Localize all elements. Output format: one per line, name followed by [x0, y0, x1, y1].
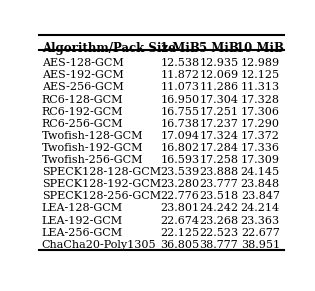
- Text: 16.755: 16.755: [160, 107, 199, 117]
- Text: 23.539: 23.539: [160, 167, 199, 177]
- Text: AES-128-GCM: AES-128-GCM: [42, 58, 123, 68]
- Text: 17.284: 17.284: [199, 143, 238, 153]
- Text: 16.593: 16.593: [160, 155, 199, 165]
- Text: 5 MiB: 5 MiB: [199, 42, 239, 55]
- Text: 12.069: 12.069: [199, 70, 238, 80]
- Text: 38.777: 38.777: [199, 240, 238, 250]
- Text: 23.268: 23.268: [199, 216, 238, 226]
- Text: 11.286: 11.286: [199, 82, 238, 93]
- Text: 12.125: 12.125: [241, 70, 280, 80]
- Text: 23.518: 23.518: [199, 191, 238, 201]
- Text: RC6-256-GCM: RC6-256-GCM: [42, 119, 123, 129]
- Text: 22.674: 22.674: [160, 216, 199, 226]
- Text: 23.888: 23.888: [199, 167, 238, 177]
- Text: 23.280: 23.280: [160, 179, 199, 189]
- Text: Algorithm/Pack Size: Algorithm/Pack Size: [42, 42, 175, 55]
- Text: 17.306: 17.306: [241, 107, 280, 117]
- Text: SPECK128-128-GCM: SPECK128-128-GCM: [42, 167, 161, 177]
- Text: 1 MiB: 1 MiB: [160, 42, 200, 55]
- Text: 10 MiB: 10 MiB: [236, 42, 284, 55]
- Text: 17.237: 17.237: [199, 119, 238, 129]
- Text: 11.073: 11.073: [160, 82, 199, 93]
- Text: 36.805: 36.805: [160, 240, 199, 250]
- Text: 22.523: 22.523: [199, 228, 238, 238]
- Text: 23.363: 23.363: [241, 216, 280, 226]
- Text: 17.336: 17.336: [241, 143, 280, 153]
- Text: SPECK128-192-GCM: SPECK128-192-GCM: [42, 179, 161, 189]
- Text: 17.251: 17.251: [199, 107, 238, 117]
- Text: 12.935: 12.935: [199, 58, 238, 68]
- Text: 17.290: 17.290: [241, 119, 280, 129]
- Text: 38.951: 38.951: [241, 240, 280, 250]
- Text: 23.801: 23.801: [160, 203, 199, 213]
- Text: 23.777: 23.777: [199, 179, 238, 189]
- Text: AES-192-GCM: AES-192-GCM: [42, 70, 123, 80]
- Text: RC6-128-GCM: RC6-128-GCM: [42, 95, 123, 104]
- Text: AES-256-GCM: AES-256-GCM: [42, 82, 123, 93]
- Text: Twofish-128-GCM: Twofish-128-GCM: [42, 131, 143, 141]
- Text: 16.802: 16.802: [160, 143, 199, 153]
- Text: 17.372: 17.372: [241, 131, 280, 141]
- Text: 22.776: 22.776: [160, 191, 199, 201]
- Text: Twofish-192-GCM: Twofish-192-GCM: [42, 143, 143, 153]
- Text: 17.309: 17.309: [241, 155, 280, 165]
- Text: 22.677: 22.677: [241, 228, 280, 238]
- Text: 23.847: 23.847: [241, 191, 280, 201]
- Text: 11.872: 11.872: [160, 70, 199, 80]
- Text: 24.214: 24.214: [241, 203, 280, 213]
- Text: LEA-256-GCM: LEA-256-GCM: [42, 228, 123, 238]
- Text: 24.242: 24.242: [199, 203, 238, 213]
- Text: 17.258: 17.258: [199, 155, 238, 165]
- Text: 16.738: 16.738: [160, 119, 199, 129]
- Text: 17.094: 17.094: [160, 131, 199, 141]
- Text: 24.145: 24.145: [241, 167, 280, 177]
- Text: 11.313: 11.313: [241, 82, 280, 93]
- Text: 23.848: 23.848: [241, 179, 280, 189]
- Text: 17.324: 17.324: [199, 131, 238, 141]
- Text: SPECK128-256-GCM: SPECK128-256-GCM: [42, 191, 161, 201]
- Text: 16.950: 16.950: [160, 95, 199, 104]
- Text: LEA-192-GCM: LEA-192-GCM: [42, 216, 123, 226]
- Text: 17.328: 17.328: [241, 95, 280, 104]
- Text: LEA-128-GCM: LEA-128-GCM: [42, 203, 123, 213]
- Text: 17.304: 17.304: [199, 95, 238, 104]
- Text: Twofish-256-GCM: Twofish-256-GCM: [42, 155, 143, 165]
- Text: 22.125: 22.125: [160, 228, 199, 238]
- Text: RC6-192-GCM: RC6-192-GCM: [42, 107, 123, 117]
- Text: ChaCha20-Poly1305: ChaCha20-Poly1305: [42, 240, 157, 250]
- Text: 12.538: 12.538: [160, 58, 199, 68]
- Text: 12.989: 12.989: [241, 58, 280, 68]
